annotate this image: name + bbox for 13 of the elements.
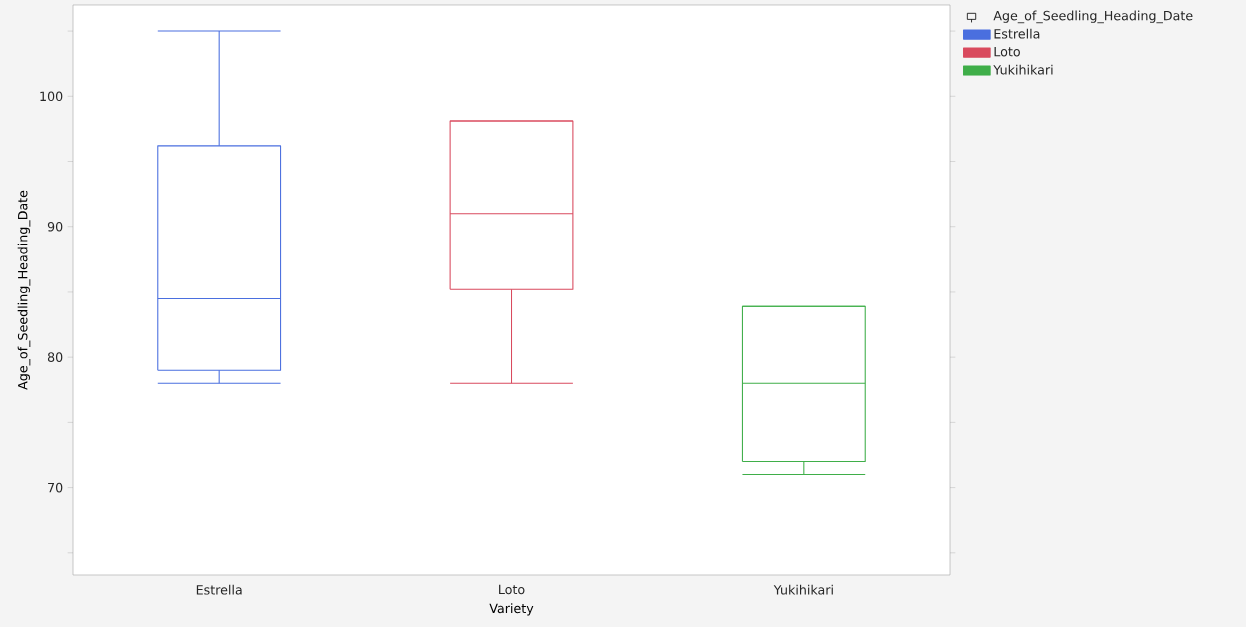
x-tick-label: Loto <box>499 584 525 595</box>
y-tick-label: 90 <box>47 221 63 232</box>
legend-title: Age_of_Seedling_Heading_Date <box>993 10 1193 24</box>
legend-label: Estrella <box>994 28 1040 39</box>
x-tick-label: Estrella <box>196 584 242 595</box>
y-tick-label: 70 <box>48 482 63 493</box>
y-tick-label: 100 <box>40 91 63 102</box>
legend-label: Loto <box>994 46 1020 57</box>
legend-label: Yukihikari <box>993 64 1053 75</box>
y-axis-title: Age_of_Seedling_Heading_Date <box>17 190 31 390</box>
x-axis-title: Variety <box>489 603 534 616</box>
y-tick-label: 80 <box>47 352 63 362</box>
x-tick-label: Yukihikari <box>773 584 833 595</box>
